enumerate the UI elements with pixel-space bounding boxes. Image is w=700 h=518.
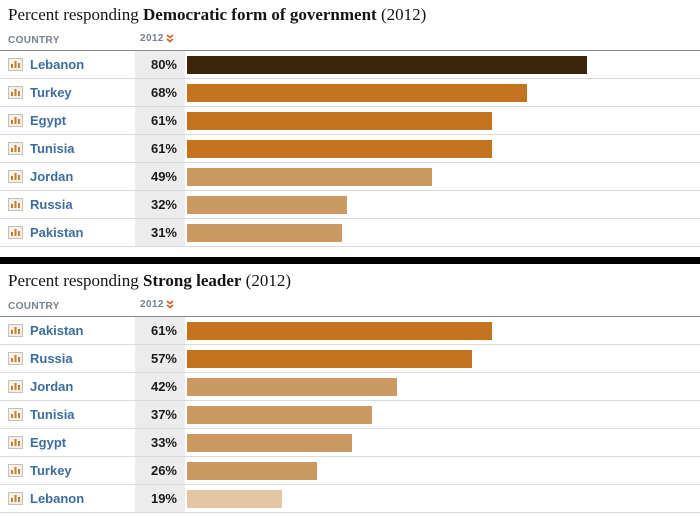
chart-title-topic: Democratic form of government bbox=[143, 5, 377, 24]
mini-bar-chart-icon[interactable] bbox=[8, 198, 23, 211]
country-label: Lebanon bbox=[30, 491, 85, 506]
value-cell: 19% bbox=[135, 485, 185, 512]
value-cell: 32% bbox=[135, 191, 185, 218]
value-bar bbox=[187, 56, 587, 74]
chart-title: Percent responding Strong leader (2012) bbox=[0, 266, 700, 297]
value-bar bbox=[187, 224, 342, 242]
country-label: Tunisia bbox=[30, 141, 75, 156]
value-bar bbox=[187, 168, 432, 186]
mini-bar-chart-icon[interactable] bbox=[8, 58, 23, 71]
sort-descending-icon[interactable] bbox=[166, 300, 174, 312]
value-bar bbox=[187, 350, 472, 368]
country-label: Pakistan bbox=[30, 323, 84, 338]
value-cell: 61% bbox=[135, 317, 185, 344]
table-row: Pakistan 31% bbox=[0, 219, 700, 247]
country-label: Russia bbox=[30, 351, 73, 366]
table-row: Tunisia 37% bbox=[0, 401, 700, 429]
mini-bar-chart-icon[interactable] bbox=[8, 464, 23, 477]
country-label: Turkey bbox=[30, 463, 72, 478]
country-label: Tunisia bbox=[30, 407, 75, 422]
mini-bar-chart-icon[interactable] bbox=[8, 436, 23, 449]
country-label: Egypt bbox=[30, 435, 67, 450]
mini-bar-chart-icon[interactable] bbox=[8, 380, 23, 393]
value-cell: 57% bbox=[135, 345, 185, 372]
table-row: Turkey 68% bbox=[0, 79, 700, 107]
country-label: Turkey bbox=[30, 85, 72, 100]
country-label: Russia bbox=[30, 197, 73, 212]
value-cell: 61% bbox=[135, 107, 185, 134]
mini-bar-chart-icon[interactable] bbox=[8, 352, 23, 365]
chart-title-year: (2012) bbox=[241, 271, 291, 290]
value-cell: 33% bbox=[135, 429, 185, 456]
table-row: Lebanon 80% bbox=[0, 51, 700, 79]
country-label: Jordan bbox=[30, 379, 74, 394]
column-header-year[interactable]: 2012 bbox=[140, 299, 174, 312]
table-row: Jordan 49% bbox=[0, 163, 700, 191]
table-header-row: COUNTRY 2012 bbox=[0, 297, 700, 317]
table-row: Egypt 61% bbox=[0, 107, 700, 135]
chart-title-topic: Strong leader bbox=[143, 271, 242, 290]
mini-bar-chart-icon[interactable] bbox=[8, 226, 23, 239]
mini-bar-chart-icon[interactable] bbox=[8, 492, 23, 505]
chart-title-prefix: Percent responding bbox=[8, 271, 144, 290]
sort-descending-icon[interactable] bbox=[166, 34, 174, 46]
mini-bar-chart-icon[interactable] bbox=[8, 142, 23, 155]
value-cell: 26% bbox=[135, 457, 185, 484]
column-header-country[interactable]: COUNTRY bbox=[8, 301, 60, 312]
country-label: Egypt bbox=[30, 113, 67, 128]
value-bar bbox=[187, 434, 352, 452]
country-label: Jordan bbox=[30, 169, 74, 184]
value-bar bbox=[187, 378, 397, 396]
value-bar bbox=[187, 140, 492, 158]
table-row: Egypt 33% bbox=[0, 429, 700, 457]
value-cell: 80% bbox=[135, 51, 185, 78]
value-bar bbox=[187, 84, 527, 102]
column-header-year-label: 2012 bbox=[140, 299, 164, 310]
value-cell: 31% bbox=[135, 219, 185, 246]
chart-section-strong-leader: Percent responding Strong leader (2012) … bbox=[0, 266, 700, 513]
value-cell: 61% bbox=[135, 135, 185, 162]
mini-bar-chart-icon[interactable] bbox=[8, 86, 23, 99]
country-label: Pakistan bbox=[30, 225, 84, 240]
table-row: Pakistan 61% bbox=[0, 317, 700, 345]
table-row: Russia 57% bbox=[0, 345, 700, 373]
mini-bar-chart-icon[interactable] bbox=[8, 408, 23, 421]
chart-section-democratic-form-of-government: Percent responding Democratic form of go… bbox=[0, 0, 700, 247]
value-cell: 49% bbox=[135, 163, 185, 190]
value-bar bbox=[187, 490, 282, 508]
column-header-year[interactable]: 2012 bbox=[140, 33, 174, 46]
mini-bar-chart-icon[interactable] bbox=[8, 114, 23, 127]
column-header-year-label: 2012 bbox=[140, 33, 164, 44]
chart-title-year: (2012) bbox=[376, 5, 427, 24]
chart-title-prefix: Percent responding bbox=[8, 5, 144, 24]
value-cell: 37% bbox=[135, 401, 185, 428]
value-bar bbox=[187, 406, 372, 424]
value-bar bbox=[187, 196, 347, 214]
table-header-row: COUNTRY 2012 bbox=[0, 31, 700, 51]
value-bar bbox=[187, 322, 492, 340]
value-cell: 42% bbox=[135, 373, 185, 400]
table-row: Lebanon 19% bbox=[0, 485, 700, 513]
value-bar bbox=[187, 462, 317, 480]
chart-rows: Lebanon 80% Turkey 68% Egypt 61% Tunisia 61% Jor… bbox=[0, 51, 700, 247]
mini-bar-chart-icon[interactable] bbox=[8, 170, 23, 183]
section-divider bbox=[0, 257, 700, 264]
table-row: Russia 32% bbox=[0, 191, 700, 219]
country-label: Lebanon bbox=[30, 57, 85, 72]
chart-title: Percent responding Democratic form of go… bbox=[0, 0, 700, 31]
value-cell: 68% bbox=[135, 79, 185, 106]
table-row: Jordan 42% bbox=[0, 373, 700, 401]
column-header-country[interactable]: COUNTRY bbox=[8, 35, 60, 46]
mini-bar-chart-icon[interactable] bbox=[8, 324, 23, 337]
value-bar bbox=[187, 112, 492, 130]
chart-rows: Pakistan 61% Russia 57% Jordan 42% Tunisia 37% E… bbox=[0, 317, 700, 513]
table-row: Tunisia 61% bbox=[0, 135, 700, 163]
table-row: Turkey 26% bbox=[0, 457, 700, 485]
